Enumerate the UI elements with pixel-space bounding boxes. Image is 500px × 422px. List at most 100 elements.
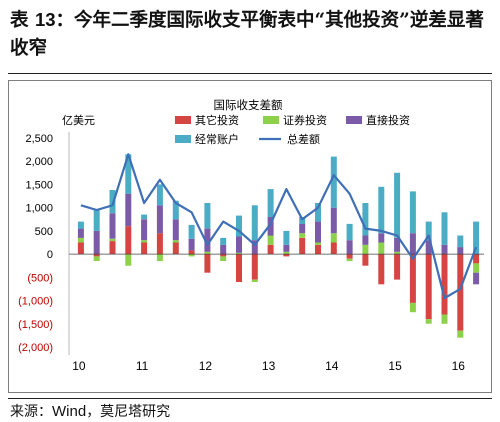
bar-other (346, 254, 353, 259)
chart-title: 国际收支差额 (214, 98, 283, 112)
bar-securities (204, 251, 211, 255)
bar-other (188, 250, 195, 255)
bar-current (172, 200, 179, 220)
y-tick-label: 1,500 (25, 179, 53, 191)
bar-other (330, 242, 337, 255)
bar-securities (267, 235, 274, 245)
bar-direct (93, 230, 100, 255)
legend-label-total: 总差额 (287, 132, 320, 146)
y-tick-label: 2,500 (25, 133, 53, 145)
legend-swatch-securities (263, 116, 279, 124)
x-tick-label: 16 (452, 359, 466, 373)
bar-current (156, 184, 163, 206)
bar-direct (267, 217, 274, 236)
bar-other (125, 226, 132, 255)
bar-securities (236, 252, 242, 255)
bar-direct (156, 205, 163, 234)
bar-securities (251, 279, 258, 282)
bar-current (473, 221, 480, 255)
bar-securities (156, 254, 163, 262)
bar-current (457, 235, 464, 248)
y-tick-label: 500 (35, 226, 53, 238)
bar-securities (299, 233, 306, 238)
bar-direct (425, 240, 432, 255)
bar-current (267, 189, 274, 217)
bar-other (220, 254, 227, 257)
y-tick-label: (2,000) (18, 342, 53, 354)
bar-other (315, 244, 321, 255)
bar-other (441, 254, 448, 315)
bar-securities (457, 330, 464, 338)
bar-direct (409, 233, 416, 255)
bar-securities (378, 242, 385, 255)
source-rule (8, 398, 492, 399)
bar-direct (473, 272, 480, 285)
bar-direct (77, 228, 84, 238)
bar-securities (93, 256, 100, 261)
bar-direct (315, 221, 321, 243)
bar-current (188, 224, 195, 239)
bar-direct (188, 238, 195, 251)
bar-other (473, 254, 480, 264)
bar-securities (473, 263, 480, 273)
bar-securities (172, 240, 179, 243)
x-tick-label: 15 (388, 359, 402, 373)
bar-direct (299, 223, 306, 234)
bar-direct (283, 244, 290, 252)
bar-current (299, 217, 306, 224)
bar-direct (378, 233, 385, 243)
bar-current (77, 221, 84, 229)
bar-direct (220, 244, 227, 255)
bar-current (141, 214, 148, 220)
x-tick-label: 10 (72, 359, 86, 373)
bar-other (141, 242, 148, 255)
bar-securities (362, 244, 369, 255)
bar-current (362, 203, 369, 236)
bar-direct (346, 240, 353, 255)
bar-securities (425, 319, 432, 324)
source-note: 来源：Wind，莫尼塔研究 (10, 403, 171, 420)
bar-other (204, 254, 211, 273)
y-tick-label: 0 (47, 249, 53, 261)
bar-other (236, 254, 242, 282)
bar-securities (109, 238, 116, 242)
bar-direct (362, 235, 369, 245)
bar-securities (283, 251, 290, 255)
y-tick-label: (500) (27, 272, 53, 284)
y-axis: 2,500 2,000 1,500 1,000 500 0 (500) (1,000) (1,5… (18, 133, 53, 354)
bar-other (394, 254, 401, 280)
x-tick-label: 11 (136, 359, 149, 373)
bar-securities (441, 314, 448, 324)
bar-securities (346, 258, 353, 262)
bar-direct (330, 207, 337, 234)
total-balance-line (80, 153, 478, 300)
bar-securities (141, 240, 148, 243)
bar-securities (77, 237, 84, 243)
bar-direct (125, 193, 132, 227)
bar-current (378, 186, 385, 234)
y-tick-label: (1,000) (18, 296, 53, 308)
x-tick-label: 13 (262, 359, 276, 373)
bar-current (125, 154, 132, 194)
y-tick-label: 1,000 (25, 203, 53, 215)
legend-label-direct: 直接投资 (366, 113, 410, 127)
bar-current (441, 212, 448, 245)
bar-direct (204, 228, 211, 252)
bar-current (93, 210, 100, 231)
bar-other (299, 237, 306, 255)
legend-label-current: 经常账户 (195, 132, 239, 146)
bar-direct (457, 247, 464, 255)
bar-current (425, 221, 432, 241)
bar-other (93, 254, 100, 257)
page-title: 表 13：今年二季度国际收支平衡表中“其他投资”逆差显著收窄 (10, 9, 484, 59)
bar-other (77, 242, 84, 255)
bars (77, 154, 480, 338)
bar-current (283, 230, 290, 245)
y-tick-label: 2,000 (25, 156, 53, 168)
bar-securities (315, 242, 321, 245)
bar-other (378, 254, 385, 285)
bar-other (457, 254, 464, 331)
bar-securities (220, 256, 227, 261)
x-tick-label: 14 (325, 359, 339, 373)
